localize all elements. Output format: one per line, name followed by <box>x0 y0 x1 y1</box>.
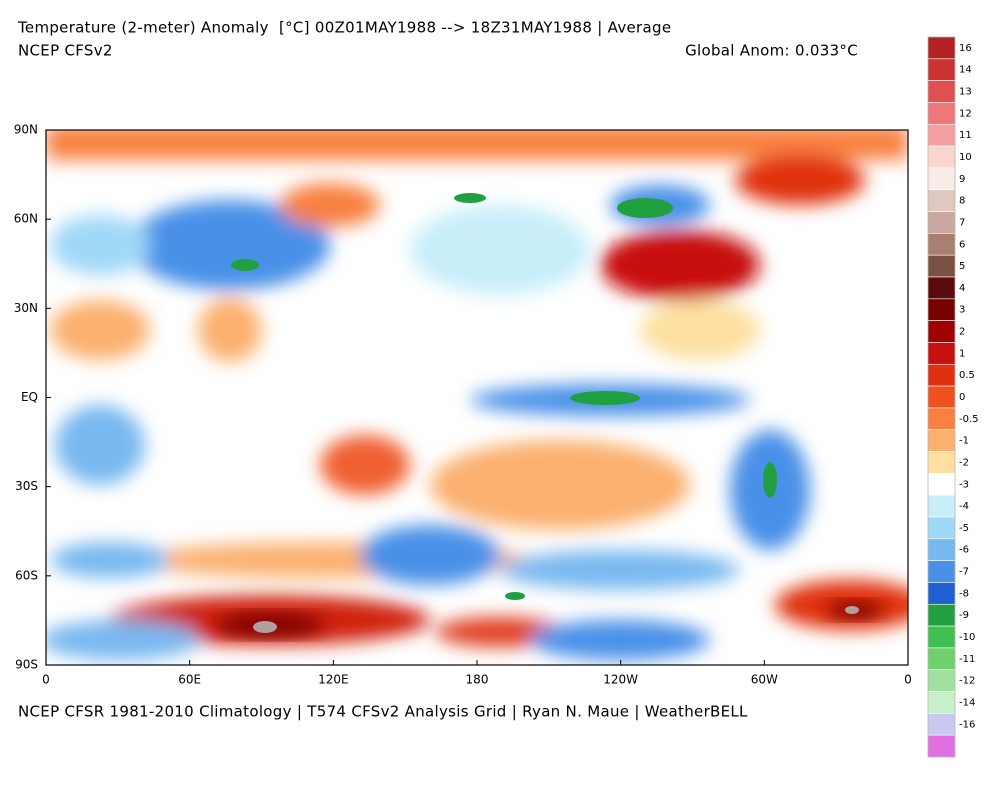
colorbar-label: 0.5 <box>959 370 975 381</box>
colorbar-label: 16 <box>959 43 972 54</box>
colorbar-swatch <box>927 363 956 387</box>
longitude-label: 180 <box>466 673 489 687</box>
colorbar-swatch <box>927 451 956 474</box>
colorbar-swatch <box>927 211 956 234</box>
colorbar-swatch <box>927 276 956 300</box>
colorbar-label: -11 <box>959 654 975 665</box>
footer: NCEP CFSR 1981-2010 Climatology | T574 C… <box>18 703 748 721</box>
colorbar-swatch <box>927 36 956 60</box>
colorbar-swatch <box>927 669 956 692</box>
colorbar-swatch <box>927 320 956 343</box>
colorbar-swatch <box>927 342 956 365</box>
colorbar-swatch <box>927 102 956 125</box>
colorbar-label: 13 <box>959 87 972 98</box>
colorbar-swatch <box>927 298 956 321</box>
colorbar-swatch <box>927 254 956 278</box>
longitude-label: 60W <box>751 673 778 687</box>
colorbar-swatch <box>927 647 956 671</box>
colorbar-label: -3 <box>959 479 969 490</box>
colorbar-label: -7 <box>959 567 969 578</box>
colorbar-swatch <box>927 167 956 191</box>
latitude-label: 90S <box>15 658 38 672</box>
colorbar-swatch <box>927 123 956 147</box>
colorbar-label: 14 <box>959 65 972 76</box>
latitude-label: 60N <box>14 212 38 226</box>
colorbar-label: 12 <box>959 108 972 119</box>
anomaly-map <box>46 130 908 665</box>
colorbar-swatch <box>927 189 956 212</box>
colorbar-swatch <box>927 407 956 431</box>
latitude-label: 30N <box>14 301 38 315</box>
colorbar-swatch <box>927 145 956 169</box>
colorbar-swatch <box>927 494 956 518</box>
colorbar-label: 6 <box>959 239 965 250</box>
colorbar-label: 3 <box>959 305 965 316</box>
longitude-label: 60E <box>178 673 201 687</box>
colorbar-label: -10 <box>959 632 975 643</box>
colorbar-label: -1 <box>959 436 969 447</box>
title: Temperature (2-meter) Anomaly [°C] 00Z01… <box>17 19 671 37</box>
colorbar-label: -6 <box>959 545 969 556</box>
colorbar-swatch <box>927 429 956 452</box>
colorbar-label: 1 <box>959 348 965 359</box>
colorbar-label: -8 <box>959 588 969 599</box>
colorbar-label: -12 <box>959 676 975 687</box>
colorbar-label: -5 <box>959 523 969 534</box>
colorbar-label: -16 <box>959 719 975 730</box>
longitude-label: 0 <box>42 673 50 687</box>
model-name: NCEP CFSv2 <box>18 42 113 60</box>
colorbar-label: 0 <box>959 392 965 403</box>
colorbar-swatch <box>927 233 956 256</box>
colorbar-label: 10 <box>959 152 972 163</box>
colorbar-swatch <box>927 538 956 561</box>
colorbar-swatch <box>927 560 956 583</box>
colorbar-label: -2 <box>959 457 969 468</box>
colorbar-label: 5 <box>959 261 965 272</box>
colorbar-label: -0.5 <box>959 414 979 425</box>
colorbar-swatch <box>927 473 956 496</box>
colorbar-label: 11 <box>959 130 972 141</box>
colorbar-swatch <box>927 58 956 81</box>
colorbar-label: 4 <box>959 283 965 294</box>
colorbar-label: -4 <box>959 501 969 512</box>
colorbar-swatch <box>927 713 956 736</box>
global-anomaly: Global Anom: 0.033°C <box>685 42 858 60</box>
colorbar-label: -14 <box>959 697 975 708</box>
colorbar-swatch <box>927 625 956 649</box>
longitude-label: 120W <box>603 673 638 687</box>
colorbar-swatch <box>927 516 956 540</box>
latitude-label: EQ <box>21 390 38 404</box>
colorbar-swatch <box>927 603 956 627</box>
colorbar-label: 8 <box>959 196 965 207</box>
longitude-label: 0 <box>904 673 912 687</box>
latitude-label: 60S <box>15 568 38 582</box>
colorbar-swatch <box>927 385 956 409</box>
colorbar-swatch <box>927 734 956 758</box>
longitude-label: 120E <box>318 673 349 687</box>
colorbar-label: 9 <box>959 174 965 185</box>
colorbar-label: -9 <box>959 610 969 621</box>
colorbar-frame <box>927 36 956 758</box>
colorbar-swatch <box>927 582 956 605</box>
latitude-label: 90N <box>14 123 38 137</box>
colorbar-swatch <box>927 691 956 714</box>
latitude-label: 30S <box>15 479 38 493</box>
colorbar-label: 2 <box>959 327 965 338</box>
colorbar: 16 14 13 12 11 10 9 8 7 6 5 4 3 2 1 0.5 0 -0.5 -1 -2 -3 -4 -5 -… <box>927 36 979 758</box>
colorbar-label: 7 <box>959 217 965 228</box>
colorbar-swatch <box>927 80 956 103</box>
